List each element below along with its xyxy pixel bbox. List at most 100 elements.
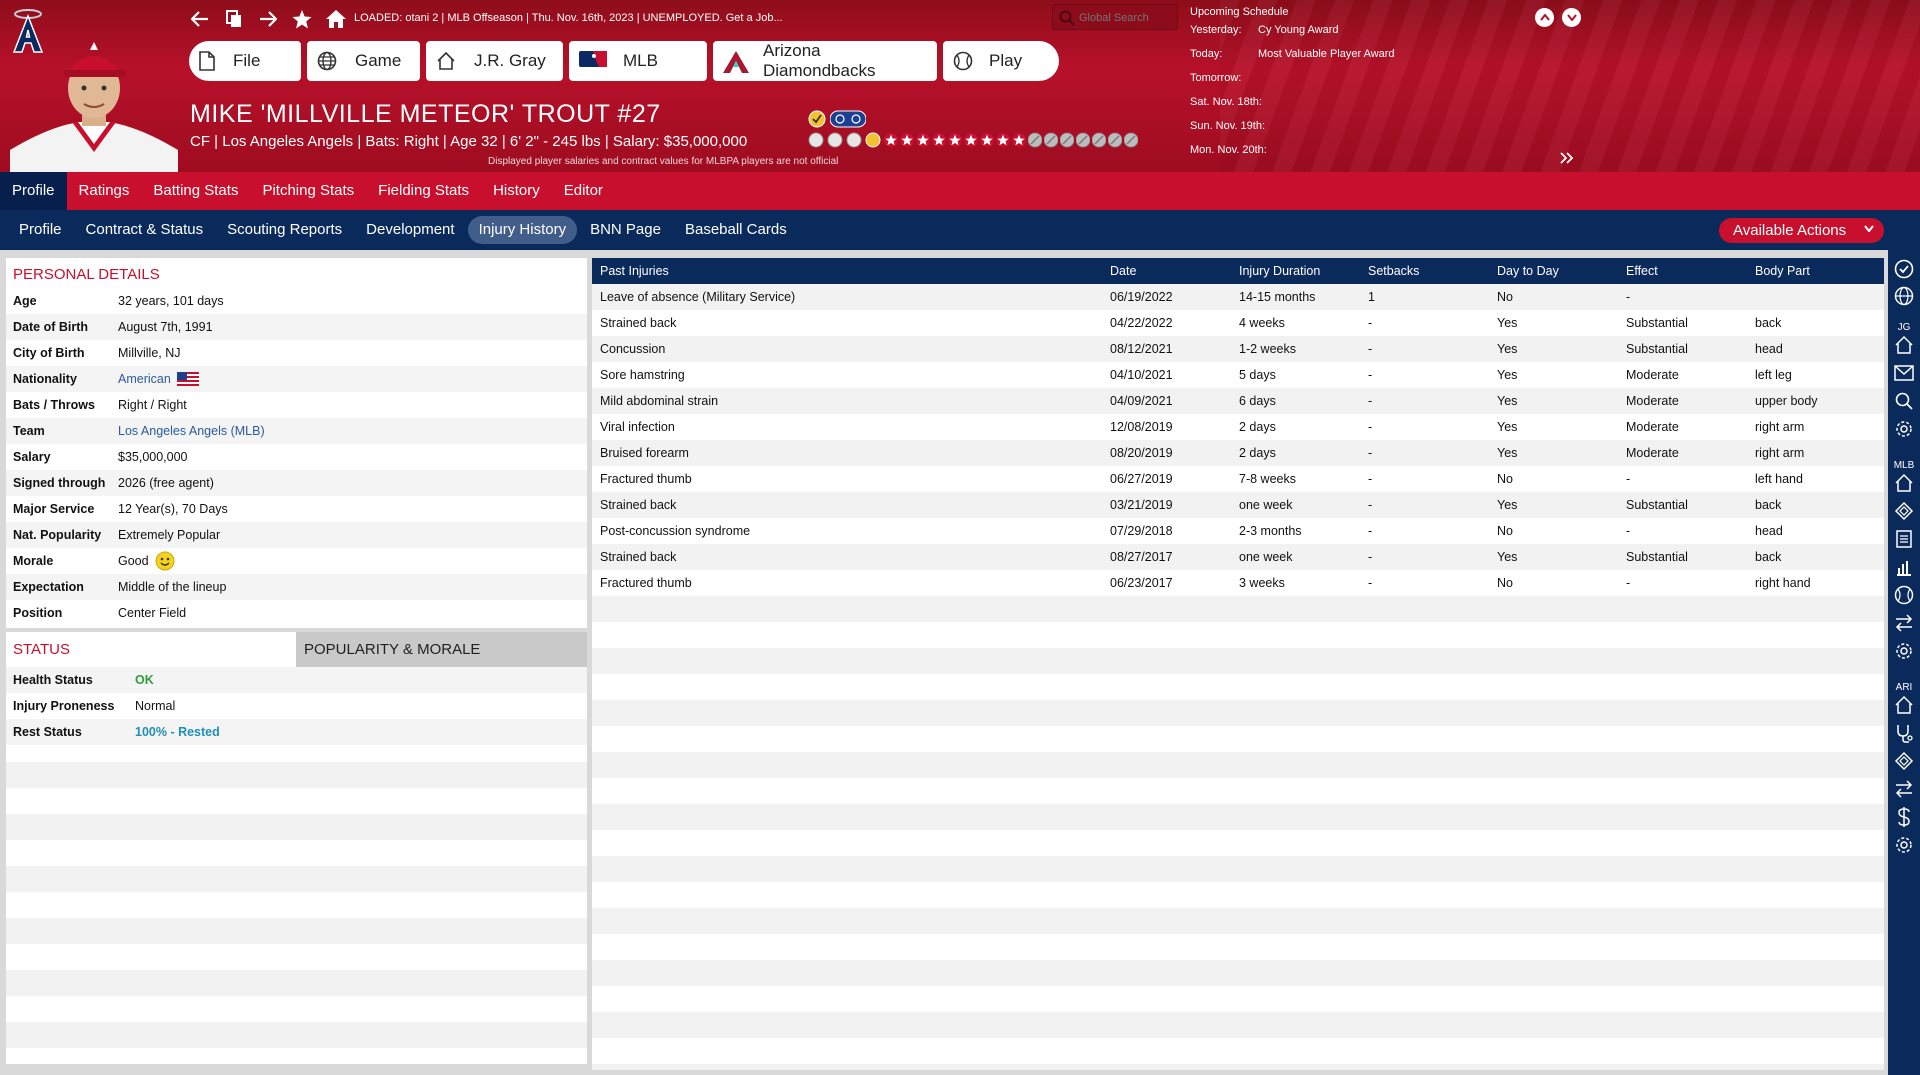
search-icon[interactable] xyxy=(1893,390,1915,412)
table-cell: upper body xyxy=(1755,394,1818,408)
transfer-icon[interactable] xyxy=(1893,778,1915,800)
menu-ratings[interactable]: Ratings xyxy=(78,182,130,199)
double-chevron-right-icon[interactable] xyxy=(1560,152,1574,164)
menu-profile[interactable]: Profile xyxy=(0,172,67,210)
table-cell: Strained back xyxy=(600,316,677,330)
detail-row: Team Los Angeles Angels (MLB) xyxy=(6,418,587,444)
submenu-scouting-reports[interactable]: Scouting Reports xyxy=(227,221,343,238)
menu-batting-stats[interactable]: Batting Stats xyxy=(153,182,239,199)
status-value: Normal xyxy=(135,699,176,713)
detail-row: Age 32 years, 101 days xyxy=(13,294,224,308)
table-cell: Fractured thumb xyxy=(600,472,692,486)
table-cell: Post-concussion syndrome xyxy=(600,524,751,538)
home-icon[interactable] xyxy=(325,8,347,30)
star-empty-icon xyxy=(1028,132,1042,148)
back-arrow-icon[interactable] xyxy=(189,8,211,30)
star-filled-icon xyxy=(900,132,914,148)
submenu-bnn-page[interactable]: BNN Page xyxy=(590,221,661,238)
tab-play[interactable]: Play xyxy=(943,41,1059,81)
column-header[interactable]: Date xyxy=(1110,264,1137,278)
tab-game[interactable]: Game xyxy=(307,41,420,81)
home-icon[interactable] xyxy=(1893,694,1915,716)
table-row[interactable]: Bruised forearm 08/20/2019 2 days - Yes Moder… xyxy=(592,440,1884,466)
star-icon[interactable] xyxy=(291,8,313,30)
column-header[interactable]: Effect xyxy=(1626,264,1658,278)
mail-icon[interactable] xyxy=(1893,362,1915,384)
table-row[interactable]: Fractured thumb 06/23/2017 3 weeks - No - righ… xyxy=(592,570,1884,596)
submenu-contract-status[interactable]: Contract & Status xyxy=(85,221,204,238)
table-cell: Substantial xyxy=(1626,498,1688,512)
menu-pitching-stats[interactable]: Pitching Stats xyxy=(262,182,355,199)
nationality-link[interactable]: American xyxy=(118,372,171,386)
award-badge-icon[interactable] xyxy=(808,110,826,128)
baseball-icon[interactable] xyxy=(1893,584,1915,606)
table-cell: Concussion xyxy=(600,342,666,356)
column-header[interactable]: Day to Day xyxy=(1497,264,1559,278)
table-row[interactable]: Post-concussion syndrome 07/29/2018 2-3 mo… xyxy=(592,518,1884,544)
table-row[interactable]: Concussion 08/12/2021 1-2 weeks - Yes Substan… xyxy=(592,336,1884,362)
table-cell: 14-15 months xyxy=(1239,290,1316,304)
gear-icon[interactable] xyxy=(1893,834,1915,856)
check-circle-icon[interactable] xyxy=(1893,258,1915,280)
dollar-icon[interactable] xyxy=(1893,806,1915,828)
medical-icon[interactable] xyxy=(1893,722,1915,744)
table-row[interactable]: Sore hamstring 04/10/2021 5 days - Yes Modera… xyxy=(592,362,1884,388)
submenu-baseball-cards[interactable]: Baseball Cards xyxy=(684,221,787,238)
column-header[interactable]: Body Part xyxy=(1755,264,1810,278)
detail-row: Date of Birth August 7th, 1991 xyxy=(6,314,587,340)
chevron-down-icon[interactable] xyxy=(1562,8,1581,27)
column-header[interactable]: Injury Duration xyxy=(1239,264,1321,278)
trait-icon[interactable] xyxy=(827,132,843,148)
table-cell: head xyxy=(1755,342,1783,356)
trait-icon[interactable] xyxy=(808,132,824,148)
submenu-profile[interactable]: Profile xyxy=(19,221,62,238)
column-header[interactable]: Setbacks xyxy=(1368,264,1420,278)
global-search[interactable] xyxy=(1052,4,1178,30)
list-icon[interactable] xyxy=(1893,528,1915,550)
tab-popularity-morale[interactable]: POPULARITY & MORALE xyxy=(296,632,587,667)
team-link[interactable]: Los Angeles Angels (MLB) xyxy=(118,424,265,438)
star-filled-icon xyxy=(932,132,946,148)
global-search-input[interactable] xyxy=(1079,9,1174,27)
table-row[interactable]: Viral infection 12/08/2019 2 days - Yes Moder… xyxy=(592,414,1884,440)
available-actions-button[interactable]: Available Actions xyxy=(1719,218,1884,243)
loaded-status-text: LOADED: otani 2 | MLB Offseason | Thu. N… xyxy=(354,12,783,24)
player-photo xyxy=(10,30,178,172)
diamond-icon[interactable] xyxy=(1893,500,1915,522)
table-row[interactable]: Mild abdominal strain 04/09/2021 6 days - Ye… xyxy=(592,388,1884,414)
globe-icon[interactable] xyxy=(1893,285,1915,307)
tab-manager[interactable]: J.R. Gray xyxy=(426,41,563,81)
table-row[interactable]: Leave of absence (Military Service) 06/19… xyxy=(592,284,1884,310)
home-icon[interactable] xyxy=(1893,472,1915,494)
table-row[interactable]: Strained back 03/21/2019 one week - Yes Subst… xyxy=(592,492,1884,518)
diamond-icon[interactable] xyxy=(1893,750,1915,772)
chevron-up-icon[interactable] xyxy=(1535,8,1554,27)
table-row[interactable]: Strained back 04/22/2022 4 weeks - Yes Substa… xyxy=(592,310,1884,336)
table-row[interactable]: Fractured thumb 06/27/2019 7-8 weeks - No - le… xyxy=(592,466,1884,492)
column-header[interactable]: Past Injuries xyxy=(600,264,669,278)
allstar-badge-icon[interactable] xyxy=(830,110,866,128)
submenu-development[interactable]: Development xyxy=(366,221,455,238)
menu-editor[interactable]: Editor xyxy=(563,182,603,199)
smiley-icon xyxy=(155,551,175,571)
copy-icon[interactable] xyxy=(223,8,245,30)
salary-disclaimer: Displayed player salaries and contract v… xyxy=(488,156,839,167)
transfer-icon[interactable] xyxy=(1893,612,1915,634)
award-badge-icon[interactable] xyxy=(865,132,881,148)
tab-status[interactable]: STATUS xyxy=(6,632,296,667)
forward-arrow-icon[interactable] xyxy=(257,8,279,30)
table-cell: Yes xyxy=(1497,316,1518,330)
tab-mlb[interactable]: MLB xyxy=(569,41,707,81)
home-icon[interactable] xyxy=(1893,334,1915,356)
trait-icon[interactable] xyxy=(846,132,862,148)
tab-team[interactable]: Arizona Diamondbacks xyxy=(713,41,937,81)
tab-file[interactable]: File xyxy=(189,41,301,81)
bar-chart-icon[interactable] xyxy=(1893,556,1915,578)
gear-icon[interactable] xyxy=(1893,418,1915,440)
table-row[interactable]: Strained back 08/27/2017 one week - Yes Subst… xyxy=(592,544,1884,570)
menu-history[interactable]: History xyxy=(493,182,540,199)
gear-icon[interactable] xyxy=(1893,640,1915,662)
angels-logo-icon xyxy=(8,6,48,56)
submenu-injury-history[interactable]: Injury History xyxy=(467,216,578,244)
menu-fielding-stats[interactable]: Fielding Stats xyxy=(378,182,470,199)
